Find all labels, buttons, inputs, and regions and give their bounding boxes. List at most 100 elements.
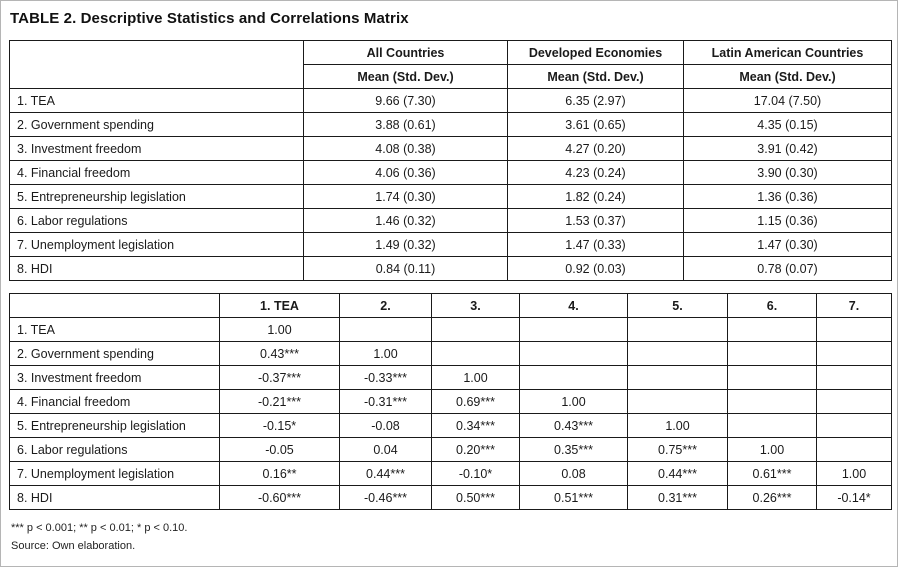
cell-value: 4.35 (0.15) (683, 112, 892, 137)
empty-corner-cell (9, 293, 220, 318)
correlation-cell: 0.51*** (519, 485, 628, 510)
table-row: 2. Government spending 0.43*** 1.00 (9, 341, 892, 366)
cell-value: 4.27 (0.20) (507, 136, 684, 161)
descriptive-statistics-table: All Countries Developed Economies Latin … (9, 40, 892, 281)
cell-value: 4.06 (0.36) (303, 160, 508, 185)
cell-value: 0.92 (0.03) (507, 256, 684, 281)
correlation-cell: 1.00 (219, 317, 340, 342)
correlation-cell (816, 437, 892, 462)
correlation-cell (431, 317, 520, 342)
correlation-cell (816, 389, 892, 414)
correlation-cell (816, 413, 892, 438)
correlation-cell: 0.34*** (431, 413, 520, 438)
correlation-cell: -0.08 (339, 413, 432, 438)
row-label: 6. Labor regulations (9, 437, 220, 462)
col-header-2: 2. (339, 293, 432, 318)
cell-value: 3.90 (0.30) (683, 160, 892, 185)
col-header-5: 5. (627, 293, 728, 318)
table-row: 1. TEA 1.00 (9, 317, 892, 342)
cell-value: 0.84 (0.11) (303, 256, 508, 281)
source-note: Source: Own elaboration. (11, 540, 136, 553)
correlation-cell: 0.08 (519, 461, 628, 486)
correlation-cell: 0.44*** (339, 461, 432, 486)
table-row: 8. HDI -0.60*** -0.46*** 0.50*** 0.51***… (9, 485, 892, 510)
correlation-cell: 1.00 (816, 461, 892, 486)
correlation-cell: 0.35*** (519, 437, 628, 462)
cell-value: 1.15 (0.36) (683, 208, 892, 233)
correlation-cell: 1.00 (519, 389, 628, 414)
correlation-cell: 0.31*** (627, 485, 728, 510)
correlation-cell: 0.43*** (219, 341, 340, 366)
cell-value: 1.49 (0.32) (303, 232, 508, 257)
table-row: 6. Labor regulations -0.05 0.04 0.20*** … (9, 437, 892, 462)
cell-value: 6.35 (2.97) (507, 88, 684, 113)
correlation-cell: 0.43*** (519, 413, 628, 438)
correlation-cell: -0.46*** (339, 485, 432, 510)
correlation-cell: 0.26*** (727, 485, 817, 510)
cell-value: 1.82 (0.24) (507, 184, 684, 209)
row-label: 6. Labor regulations (9, 208, 304, 233)
cell-value: 1.53 (0.37) (507, 208, 684, 233)
col-header-7: 7. (816, 293, 892, 318)
correlation-cell: 0.20*** (431, 437, 520, 462)
correlation-cell (816, 341, 892, 366)
row-label: 2. Government spending (9, 341, 220, 366)
correlation-cell: -0.21*** (219, 389, 340, 414)
col-header-1-tea: 1. TEA (219, 293, 340, 318)
correlation-cell: 0.61*** (727, 461, 817, 486)
col-header-3: 3. (431, 293, 520, 318)
subheader-mean-std-latam: Mean (Std. Dev.) (683, 64, 892, 89)
table-row: 8. HDI 0.84 (0.11) 0.92 (0.03) 0.78 (0.0… (9, 256, 892, 281)
row-label: 3. Investment freedom (9, 365, 220, 390)
table-row: 4. Financial freedom 4.06 (0.36) 4.23 (0… (9, 160, 892, 185)
col-header-4: 4. (519, 293, 628, 318)
col-header-latin-american: Latin American Countries (683, 40, 892, 65)
correlation-cell: -0.10* (431, 461, 520, 486)
row-label: 7. Unemployment legislation (9, 232, 304, 257)
table-row: 3. Investment freedom -0.37*** -0.33*** … (9, 365, 892, 390)
table-row: 1. TEA 9.66 (7.30) 6.35 (2.97) 17.04 (7.… (9, 88, 892, 113)
correlation-cell (627, 317, 728, 342)
correlation-cell (519, 365, 628, 390)
subheader-mean-std-all: Mean (Std. Dev.) (303, 64, 508, 89)
cell-value: 9.66 (7.30) (303, 88, 508, 113)
correlation-cell (727, 365, 817, 390)
table-row: 2. Government spending 3.88 (0.61) 3.61 … (9, 112, 892, 137)
row-label: 5. Entrepreneurship legislation (9, 184, 304, 209)
correlation-cell: 1.00 (727, 437, 817, 462)
correlation-header-row: 1. TEA 2. 3. 4. 5. 6. 7. (9, 293, 892, 318)
correlation-cell: 1.00 (431, 365, 520, 390)
significance-note: *** p < 0.001; ** p < 0.01; * p < 0.10. (11, 522, 188, 534)
table-row: 6. Labor regulations 1.46 (0.32) 1.53 (0… (9, 208, 892, 233)
cell-value: 0.78 (0.07) (683, 256, 892, 281)
group-header-row: All Countries Developed Economies Latin … (9, 40, 892, 89)
cell-value: 3.91 (0.42) (683, 136, 892, 161)
cell-value: 1.47 (0.30) (683, 232, 892, 257)
correlations-matrix-table: 1. TEA 2. 3. 4. 5. 6. 7. 1. TEA 1.00 (9, 293, 892, 510)
subheader-row: Mean (Std. Dev.) Mean (Std. Dev.) Mean (… (10, 64, 892, 89)
row-label: 8. HDI (9, 485, 220, 510)
row-label: 2. Government spending (9, 112, 304, 137)
correlation-cell: 1.00 (339, 341, 432, 366)
cell-value: 1.74 (0.30) (303, 184, 508, 209)
correlation-cell: -0.31*** (339, 389, 432, 414)
cell-value: 3.61 (0.65) (507, 112, 684, 137)
correlation-cell (339, 317, 432, 342)
correlation-cell: 0.16** (219, 461, 340, 486)
row-label: 4. Financial freedom (9, 389, 220, 414)
cell-value: 1.47 (0.33) (507, 232, 684, 257)
correlation-cell: 1.00 (627, 413, 728, 438)
correlation-cell: 0.50*** (431, 485, 520, 510)
cell-value: 17.04 (7.50) (683, 88, 892, 113)
correlation-cell (816, 365, 892, 390)
table-row: 3. Investment freedom 4.08 (0.38) 4.27 (… (9, 136, 892, 161)
row-label: 8. HDI (9, 256, 304, 281)
correlation-cell (727, 389, 817, 414)
correlation-cell: -0.14* (816, 485, 892, 510)
correlation-cell: -0.37*** (219, 365, 340, 390)
cell-value: 4.23 (0.24) (507, 160, 684, 185)
empty-corner-cell (9, 40, 304, 89)
correlation-cell: -0.15* (219, 413, 340, 438)
correlation-cell (727, 413, 817, 438)
correlation-cell: -0.05 (219, 437, 340, 462)
